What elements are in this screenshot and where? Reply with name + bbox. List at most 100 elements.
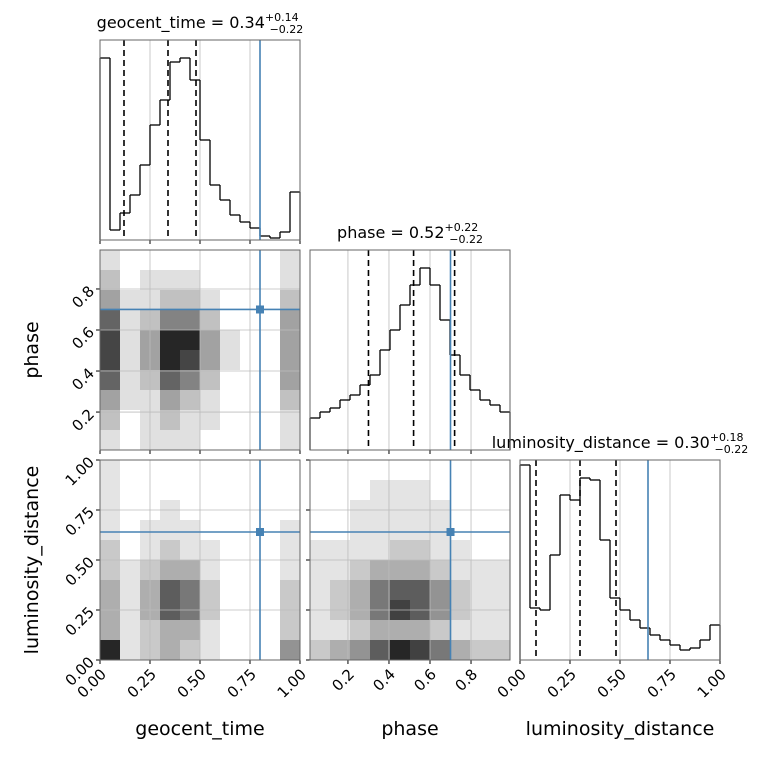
density-cell (120, 330, 140, 350)
density-cell (180, 640, 200, 660)
density-cell (200, 460, 220, 480)
y-tick-label: 0.2 (68, 405, 98, 435)
density-cell (100, 290, 120, 310)
density-cell (100, 480, 120, 500)
density-cell (100, 640, 120, 660)
density-cell (280, 430, 300, 450)
density-cell (370, 580, 390, 600)
density-cell (410, 540, 430, 560)
density-cell (220, 640, 240, 660)
panel-frame (99, 249, 301, 451)
density-cell (220, 520, 240, 540)
x-tick-label: 0.50 (594, 665, 630, 701)
density-cell (180, 390, 200, 410)
density-cell (180, 620, 200, 640)
panel-frame (519, 459, 721, 661)
y-tick-label: 0.8 (68, 282, 98, 312)
density-cell (470, 620, 490, 640)
density-cell (100, 330, 120, 350)
density-cell (160, 620, 180, 640)
density-cell (260, 390, 280, 410)
density-cell (350, 540, 370, 560)
density-cell (260, 410, 280, 430)
density-cell (120, 560, 140, 580)
density-cell (280, 370, 300, 390)
density-cell (280, 560, 300, 580)
density-cell (470, 640, 490, 660)
density-cell (160, 520, 180, 540)
density-cell (370, 640, 390, 660)
density-cell (280, 620, 300, 640)
density-cell (490, 640, 510, 660)
density-cell (410, 580, 430, 600)
density-cell (280, 250, 300, 270)
x-axis-label: geocent_time (135, 718, 264, 740)
title-upper: +0.22 (445, 221, 479, 234)
density-cell (220, 460, 240, 480)
density-cell (450, 560, 470, 580)
density-cell (200, 350, 220, 370)
density-cell (280, 290, 300, 310)
density-cell (490, 560, 510, 580)
density-cell (180, 310, 200, 330)
density-cell (330, 480, 350, 500)
density-cell (390, 560, 410, 580)
density-cell (100, 270, 120, 290)
x-tick-label: 0.25 (124, 665, 160, 701)
density-cell (260, 480, 280, 500)
density-cell (220, 480, 240, 500)
density-cell (180, 270, 200, 290)
density-cell (160, 580, 180, 600)
y-tick-label: 0.50 (62, 553, 98, 589)
density-cell (200, 370, 220, 390)
density-cell (260, 430, 280, 450)
density-cell (260, 560, 280, 580)
density-cell (310, 560, 330, 580)
density-cell (120, 370, 140, 390)
density-cell (160, 410, 180, 430)
density-cell (280, 520, 300, 540)
density-cell (430, 520, 450, 540)
density-cell (220, 580, 240, 600)
x-axis-label: luminosity_distance (526, 718, 715, 740)
density-cell (180, 370, 200, 390)
density-cell (330, 580, 350, 600)
density-cell (100, 390, 120, 410)
density-cell (450, 580, 470, 600)
density-cell (450, 460, 470, 480)
density-cell (280, 480, 300, 500)
x-tick-label: 0.75 (644, 665, 680, 701)
density-cell (370, 480, 390, 500)
density-cell (200, 390, 220, 410)
density-cell (200, 430, 220, 450)
panel-title: luminosity_distance = 0.30+0.18 −0.22 (492, 431, 749, 456)
density-cell (200, 270, 220, 290)
density-cell (450, 620, 470, 640)
density-cell (370, 520, 390, 540)
density-cell (370, 540, 390, 560)
density-cell (200, 410, 220, 430)
density-cell (100, 580, 120, 600)
density-cell (180, 560, 200, 580)
density-cell (120, 410, 140, 430)
density-cell (280, 350, 300, 370)
density-cell (410, 560, 430, 580)
density-cell (220, 430, 240, 450)
density-cell (470, 520, 490, 540)
x-tick-label: 0.4 (369, 665, 399, 695)
density-cell (310, 460, 330, 480)
density-cell (260, 460, 280, 480)
density-cell (280, 540, 300, 560)
density-cell (410, 620, 430, 640)
density-cell (180, 480, 200, 500)
density-cell (350, 620, 370, 640)
density-cell (120, 310, 140, 330)
density-cell (100, 250, 120, 270)
density-cell (390, 520, 410, 540)
density-cell (390, 620, 410, 640)
density-cell (260, 620, 280, 640)
density-cell (330, 520, 350, 540)
density-cell (350, 480, 370, 500)
density-cell (100, 410, 120, 430)
density-cell (490, 580, 510, 600)
